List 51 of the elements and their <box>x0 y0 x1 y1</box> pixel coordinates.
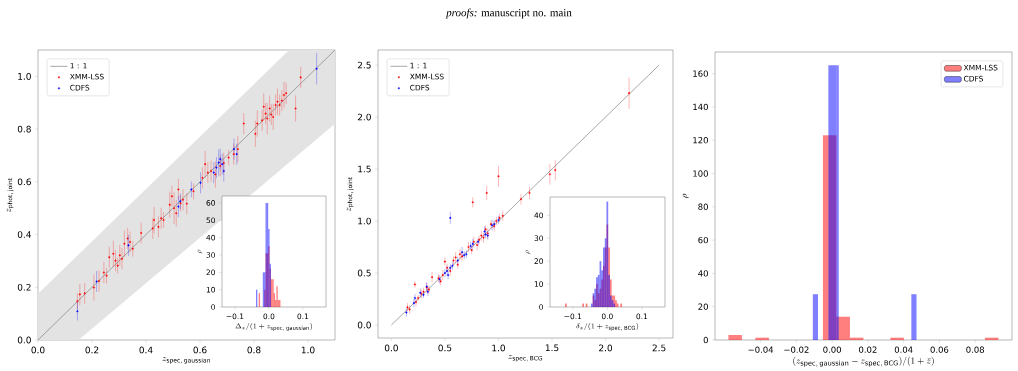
y-tick-label: 0.0 <box>17 336 31 344</box>
y-tick-label: 2.5 <box>357 61 371 69</box>
y-tick-label: 80 <box>698 203 708 211</box>
y-tick-label: 1.0 <box>358 217 371 225</box>
y-tick-label: 0.6 <box>17 178 31 186</box>
x-tick-label: 0.2 <box>85 346 99 354</box>
x-tick-label: 0.4 <box>139 346 153 354</box>
x-tick-label: −0.02 <box>784 346 809 353</box>
x-tick-label: 0.08 <box>966 346 985 353</box>
y-tick-label: 0 <box>703 336 708 344</box>
y-tick-label: 60 <box>698 236 708 244</box>
x-tick-label: 2.5 <box>652 344 666 352</box>
x-tick-label: 0.0 <box>31 346 45 354</box>
x-tick-label: 1.5 <box>545 344 559 352</box>
y-tick-label: 2.0 <box>357 113 371 121</box>
x-tick-label: 0.8 <box>247 346 261 354</box>
x-tick-label: 1.0 <box>301 346 315 354</box>
x-tick-label: 0.02 <box>859 346 877 353</box>
x-axis-title: $\Delta_z/(1+z_{\mathrm{spec,\,gaussian}})$ <box>235 323 313 331</box>
x-tick-label: −0.04 <box>748 346 774 353</box>
x-tick-label: 2.0 <box>599 344 613 352</box>
y-axis-title: $\rho$ <box>682 193 689 199</box>
y-tick-label: 20 <box>698 303 708 310</box>
y-tick-label: 0.5 <box>357 269 371 277</box>
y-tick-label: 100 <box>693 170 708 177</box>
y-tick-label: 140 <box>693 103 708 111</box>
text: proofs: manuscript no. main <box>445 8 572 19</box>
x-tick-label: 1.0 <box>492 344 505 352</box>
x-tick-label: 0.0 <box>384 344 398 352</box>
x-tick-label: 0.06 <box>930 346 949 353</box>
x-tick-label: 0.04 <box>894 346 913 353</box>
x-tick-label: 0.6 <box>193 346 207 354</box>
y-tick-label: 0.4 <box>17 231 31 238</box>
x-axis-title: $z_{\mathrm{spec,\,BCG}}$ <box>508 355 543 362</box>
x-axis-title: $z_{\mathrm{spec,\,gaussian}}$ <box>162 357 210 364</box>
x-axis-title: $\delta_z/(1+z_{\mathrm{spec,\,BCG}})$ <box>576 323 639 331</box>
y-tick-label: 1.5 <box>358 165 371 173</box>
y-tick-label: 0.2 <box>17 283 31 291</box>
y-tick-label: 120 <box>693 137 708 144</box>
y-axis-title: $z_{\mathrm{phot,\,joint}}$ <box>346 177 354 212</box>
y-tick-label: 0.0 <box>357 321 371 329</box>
y-tick-label: 0.8 <box>17 125 31 133</box>
y-axis-title: $z_{\mathrm{phot,\,joint}}$ <box>6 178 14 213</box>
x-axis-title: $(z_{\mathrm{spec,\,gaussian}}-z_{\mathrm{spec,\,BCG}})/(1+\bar{z})$ <box>793 356 934 367</box>
y-axis-title: $\rho$ <box>525 250 531 254</box>
y-tick-label: 1.0 <box>18 72 31 80</box>
y-axis-title: $\rho$ <box>197 249 203 254</box>
y-tick-label: 40 <box>698 270 708 277</box>
x-tick-label: 0.00 <box>823 346 841 353</box>
y-tick-label: 160 <box>693 70 708 77</box>
x-tick-label: 0.5 <box>438 344 452 352</box>
